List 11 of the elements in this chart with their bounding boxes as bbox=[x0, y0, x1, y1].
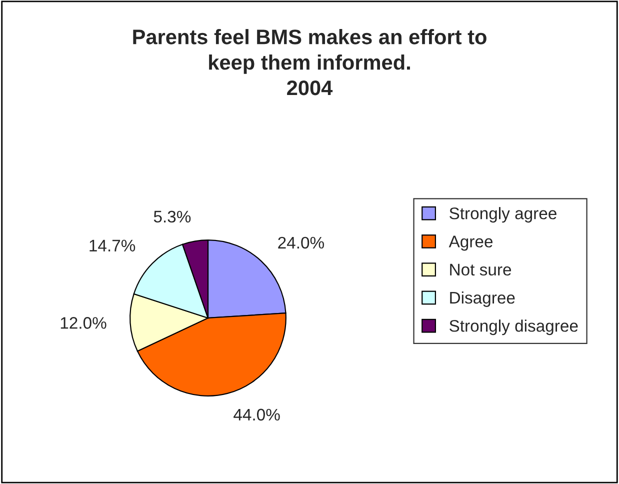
data-label: 44.0% bbox=[234, 408, 280, 421]
legend-label: Strongly agree bbox=[450, 207, 556, 223]
chart-title: Parents feel BMS makes an effort to keep them informed. 2004 bbox=[133, 29, 486, 96]
data-label: 14.7% bbox=[90, 240, 136, 252]
legend-label: Not sure bbox=[450, 264, 512, 276]
legend-label: Agree bbox=[448, 236, 493, 251]
data-label: 12.0% bbox=[60, 317, 106, 329]
legend-label: Disagree bbox=[450, 291, 515, 307]
data-label: 24.0% bbox=[278, 236, 324, 249]
data-label: 5.3% bbox=[154, 210, 191, 223]
legend-label: Strongly disagree bbox=[450, 320, 578, 336]
